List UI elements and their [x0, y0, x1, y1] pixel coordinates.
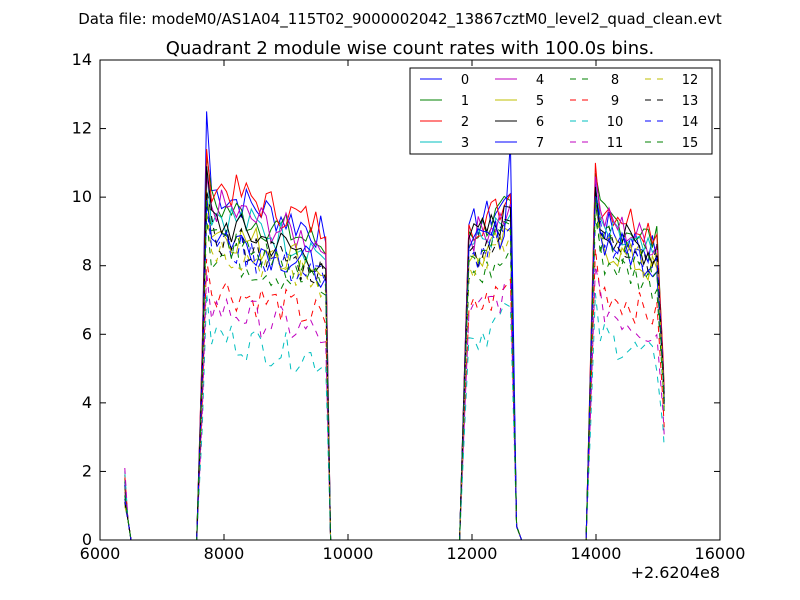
- series-line-10: [124, 293, 665, 540]
- legend-label-12: 12: [682, 73, 699, 88]
- suptitle: Data file: modeM0/AS1A04_115T02_90000020…: [78, 10, 722, 29]
- plot-frame: [99, 59, 721, 541]
- legend-label-1: 1: [461, 94, 469, 109]
- y-tick-label: 14: [72, 50, 92, 69]
- legend-label-7: 7: [536, 136, 544, 151]
- x-tick-label: 6000: [80, 544, 121, 563]
- chart-title: Quadrant 2 module wise count rates with …: [166, 38, 655, 59]
- x-tick-label: 10000: [323, 544, 374, 563]
- legend-label-4: 4: [536, 73, 544, 88]
- series-line-14: [124, 193, 665, 540]
- legend-label-2: 2: [461, 115, 469, 130]
- y-tick-label: 0: [82, 530, 92, 549]
- x-tick-label: 8000: [204, 544, 245, 563]
- series-line-11: [124, 265, 665, 540]
- x-offset-label: +2.6204e8: [631, 563, 720, 582]
- x-tick-label: 12000: [447, 544, 498, 563]
- y-tick-label: 12: [72, 119, 92, 138]
- legend-label-14: 14: [682, 115, 699, 130]
- legend-label-0: 0: [461, 73, 469, 88]
- y-tick-label: 8: [82, 256, 92, 275]
- series-line-15: [124, 197, 665, 540]
- x-tick-label: 16000: [695, 544, 746, 563]
- series-line-13: [124, 190, 665, 540]
- legend-label-3: 3: [461, 136, 469, 151]
- series-line-8: [124, 217, 665, 540]
- legend-label-9: 9: [611, 94, 619, 109]
- y-tick-label: 2: [82, 461, 92, 480]
- y-tick-label: 6: [82, 324, 92, 343]
- legend-label-13: 13: [682, 94, 699, 109]
- legend-label-6: 6: [536, 115, 544, 130]
- x-tick-label: 14000: [571, 544, 622, 563]
- y-tick-label: 10: [72, 187, 92, 206]
- series-layer: [124, 111, 665, 540]
- legend-box: [409, 67, 713, 155]
- legend-label-10: 10: [607, 115, 624, 130]
- legend-label-5: 5: [536, 94, 544, 109]
- legend-label-8: 8: [611, 73, 619, 88]
- legend-label-11: 11: [607, 136, 624, 151]
- legend-label-15: 15: [682, 136, 699, 151]
- y-tick-label: 4: [82, 393, 92, 412]
